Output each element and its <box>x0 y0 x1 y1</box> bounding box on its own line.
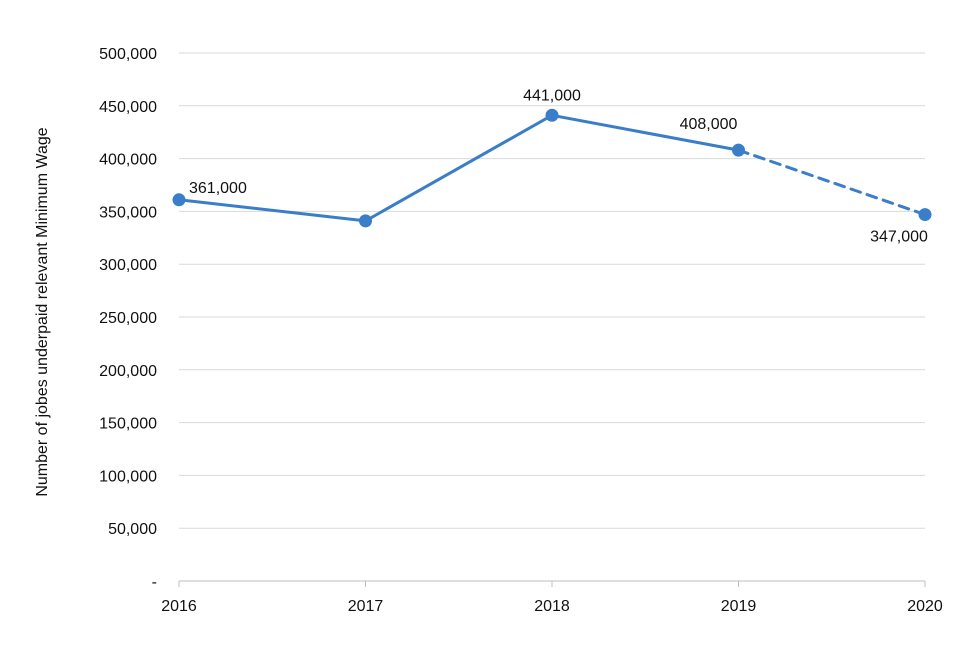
data-point <box>359 214 372 228</box>
axes: - 50,000 100,000 150,000 200,000 250,000 300,0… <box>99 46 943 615</box>
data-label: 441,000 <box>523 87 581 104</box>
y-tick-label: 50,000 <box>108 521 157 538</box>
x-tick-label: 2016 <box>161 598 197 615</box>
y-axis-title: Number of jobes underpaid relevant Minim… <box>34 127 51 496</box>
x-tick-label: 2020 <box>907 598 943 615</box>
data-labels: 361,000 441,000 408,000 347,000 <box>189 87 928 245</box>
y-tick-label: 450,000 <box>99 99 157 116</box>
y-tick-label: - <box>152 574 157 591</box>
data-point <box>545 108 559 122</box>
y-tick-label: 150,000 <box>99 416 157 433</box>
y-tick-label: 200,000 <box>99 363 157 380</box>
gridlines <box>179 52 925 529</box>
data-point <box>918 208 932 222</box>
y-tick-label: 350,000 <box>99 204 157 221</box>
data-label: 408,000 <box>680 116 738 133</box>
y-tick-label: 250,000 <box>99 310 157 327</box>
line-segment <box>177 198 367 223</box>
line-segment <box>550 113 740 152</box>
data-label: 361,000 <box>189 180 247 197</box>
line-segment-dashed <box>737 148 927 217</box>
data-point <box>172 193 186 207</box>
series-line <box>177 113 927 223</box>
x-tick-label: 2018 <box>534 598 570 615</box>
data-label: 347,000 <box>870 229 928 246</box>
y-tick-label: 300,000 <box>99 257 157 274</box>
y-tick-label: 100,000 <box>99 468 157 485</box>
y-tick-label: 500,000 <box>99 46 157 63</box>
data-points <box>172 108 932 228</box>
x-tick-label: 2017 <box>348 598 384 615</box>
y-tick-label: 400,000 <box>99 152 157 169</box>
x-tick-label: 2019 <box>721 598 757 615</box>
line-segment <box>364 113 554 223</box>
data-point <box>732 143 745 157</box>
